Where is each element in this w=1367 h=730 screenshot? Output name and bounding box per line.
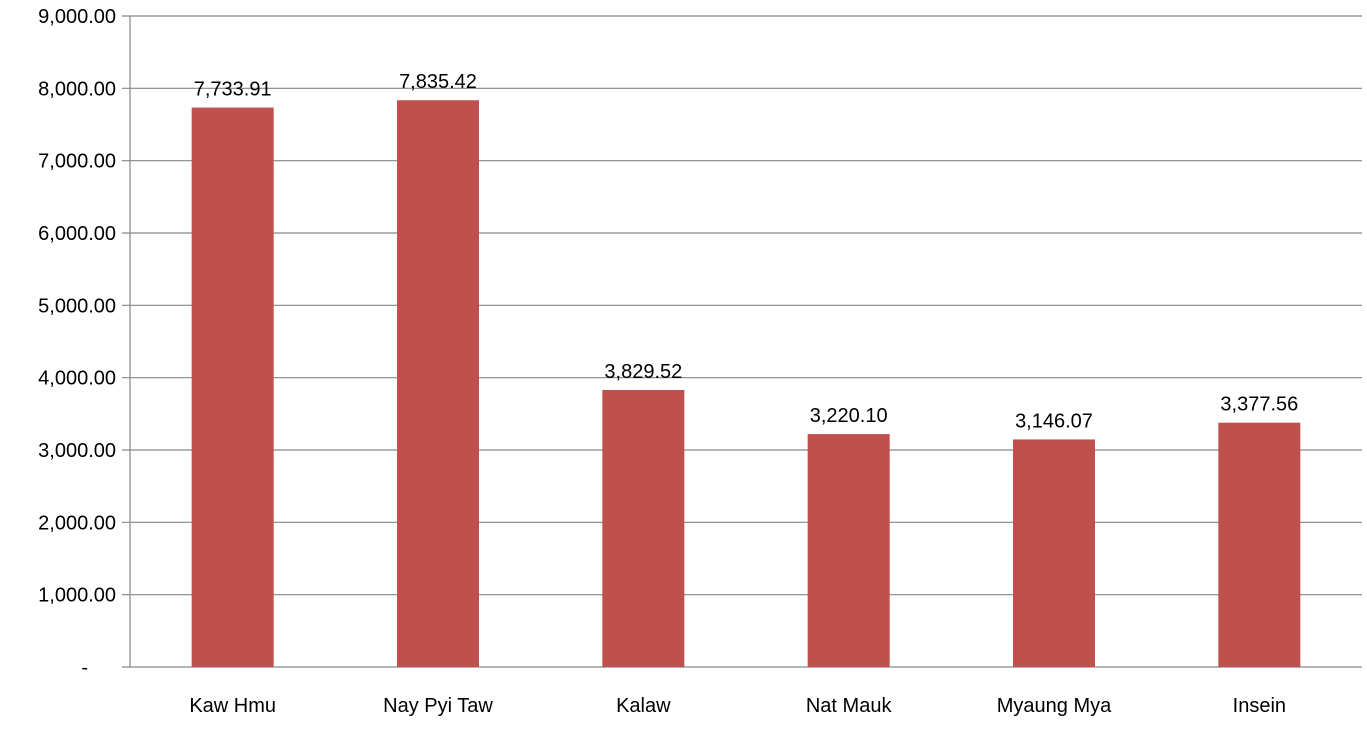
x-category-label: Myaung Mya: [997, 695, 1112, 717]
data-label: 3,220.10: [810, 405, 888, 427]
y-tick-label: 3,000.00: [38, 440, 116, 462]
x-category-label: Kalaw: [616, 695, 671, 717]
x-category-label: Kaw Hmu: [189, 695, 276, 717]
y-tick-label: 8,000.00: [38, 78, 116, 100]
bar: [1013, 439, 1095, 667]
bar: [807, 434, 890, 667]
bar: [1218, 422, 1301, 667]
y-tick-label: 6,000.00: [38, 223, 116, 245]
bar: [602, 389, 685, 667]
data-label: 7,733.91: [194, 79, 272, 101]
y-tick-label: -: [81, 657, 88, 679]
x-category-label: Nay Pyi Taw: [383, 695, 493, 717]
bars: [191, 100, 1301, 668]
bar: [191, 107, 274, 668]
y-tick-label: 2,000.00: [38, 512, 116, 534]
data-label: 3,377.56: [1220, 394, 1298, 416]
data-label: 3,829.52: [604, 361, 682, 383]
y-tick-label: 4,000.00: [38, 368, 116, 390]
y-tick-label: 9,000.00: [38, 6, 116, 28]
data-label: 3,146.07: [1015, 410, 1093, 432]
gridlines: [122, 15, 1362, 596]
bar: [397, 100, 479, 667]
y-tick-label: 5,000.00: [38, 295, 116, 317]
y-tick-label: 7,000.00: [38, 151, 116, 173]
x-category-label: Nat Mauk: [806, 695, 893, 717]
y-axis-tick-labels: - 1,000.00 2,000.00 3,000.00 4,000.00 5,000.0…: [38, 6, 116, 679]
axes: [122, 16, 1362, 668]
y-tick-label: 1,000.00: [38, 585, 116, 607]
data-label: 7,835.42: [399, 71, 477, 93]
x-category-label: Insein: [1233, 695, 1286, 717]
data-labels: 7,733.91 7,835.42 3,829.52 3,220.10 3,146.07…: [194, 71, 1299, 432]
x-axis-category-labels: Kaw Hmu Nay Pyi Taw Kalaw Nat Mauk Myaung My…: [189, 695, 1286, 717]
